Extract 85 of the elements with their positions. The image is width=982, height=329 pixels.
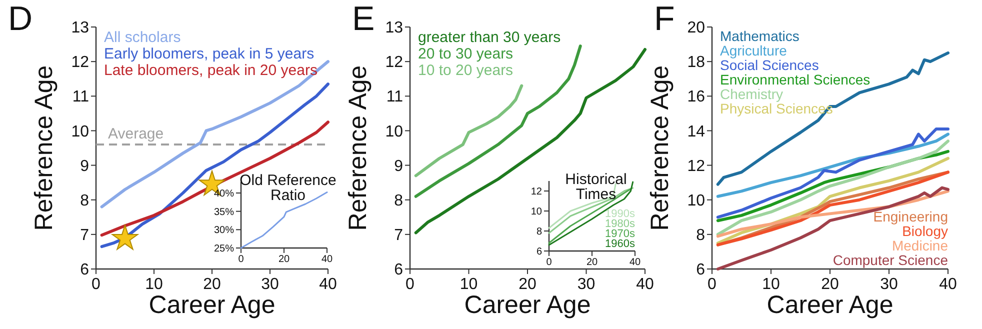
y-axis-title: Reference Age	[344, 65, 372, 231]
text: Chemistry	[720, 86, 784, 102]
text: Medicine	[892, 238, 948, 254]
x-tick-label: 40	[321, 254, 333, 265]
y-tick-label: 10	[385, 123, 404, 140]
series-label: Engineering	[873, 208, 948, 224]
x-axis-title: Career Age	[464, 291, 591, 319]
y-tick-label: 12	[687, 158, 706, 175]
y-tick-label: 12	[385, 54, 404, 72]
text: 20 to 30 years	[418, 46, 514, 62]
series-label: 10 to 20 years	[418, 62, 514, 79]
x-tick-label: 40	[939, 276, 957, 293]
text: All scholars	[104, 29, 181, 46]
x-tick-label: 10	[460, 276, 478, 293]
ref-line-label: Average	[108, 126, 164, 143]
x-tick-label: 30	[261, 276, 279, 293]
y-tick-label: 18	[687, 54, 706, 72]
y-tick-label: 10	[687, 192, 706, 210]
y-tick-label: 11	[386, 88, 404, 106]
x-tick-label: 0	[238, 254, 244, 265]
x-axis-title: Career Age	[148, 291, 276, 319]
y-tick-label: 6	[80, 262, 90, 279]
y-tick-label: 6	[536, 246, 542, 258]
series-label: 1970s	[605, 228, 636, 240]
y-tick-label: 20	[687, 20, 706, 37]
x-tick-label: 0	[92, 276, 101, 293]
x-tick-label: 40	[636, 276, 654, 293]
y-tick-label: 16	[687, 88, 706, 106]
y-tick-label: 12	[71, 54, 90, 72]
y-tick-label: 7	[80, 227, 90, 244]
y-tick-label: 13	[71, 20, 90, 37]
x-tick-label: 30	[880, 276, 898, 293]
x-tick-label: 20	[203, 276, 221, 293]
text: Mathematics	[720, 28, 800, 44]
chart-title: F	[654, 0, 675, 38]
x-tick-label: 10	[145, 276, 163, 293]
text: Agriculture	[720, 42, 788, 58]
y-axis-title: Reference Age	[646, 65, 674, 231]
x-tick-label: 0	[546, 257, 552, 268]
text: Environmental Sciences	[720, 72, 870, 88]
y-tick-label: 11	[72, 88, 90, 106]
x-tick-label: 20	[821, 276, 839, 293]
line-series	[414, 84, 524, 178]
y-tick-label: 30%	[214, 225, 234, 236]
y-tick-label: 10	[530, 206, 542, 218]
y-tick-label: 8	[394, 192, 404, 210]
y-tick-label: 40%	[214, 188, 234, 200]
text: Late bloomers, peak in 20 years	[104, 62, 318, 79]
y-tick-label: 8	[696, 227, 706, 244]
y-tick-label: 8	[536, 226, 542, 238]
y-tick-label: 8	[80, 192, 90, 210]
y-tick-label: 6	[394, 262, 404, 279]
chart-title: E	[352, 0, 375, 38]
y-tick-label: 13	[385, 20, 404, 37]
y-tick-label: 35%	[214, 206, 234, 218]
x-tick-label: 30	[577, 276, 596, 293]
y-tick-label: 6	[696, 262, 706, 279]
y-tick-label: 12	[530, 186, 542, 198]
x-tick-label: 40	[319, 276, 337, 293]
chart-title: Historical Times	[565, 171, 627, 203]
y-tick-label: 25%	[214, 244, 234, 254]
x-tick-label: 40	[629, 257, 641, 268]
chart-title: Old Reference Ratio	[240, 172, 336, 204]
y-tick-label: 14	[687, 123, 706, 140]
x-tick-label: 0	[708, 276, 717, 293]
text: Biology	[902, 223, 948, 239]
series-label: 1980s	[605, 218, 636, 230]
series-label: Computer Science	[832, 252, 948, 268]
text: greater than 30 years	[418, 29, 561, 46]
chart-title: D	[8, 0, 33, 38]
series-label: Early bloomers, peak in 5 years	[104, 46, 314, 62]
y-tick-label: 9	[394, 158, 404, 175]
line-series	[716, 186, 950, 270]
text: Social Sciences	[720, 57, 819, 73]
x-axis-title: Career Age	[766, 291, 894, 319]
x-tick-label: 0	[406, 276, 415, 293]
y-tick-label: 9	[80, 158, 90, 175]
x-tick-label: 20	[586, 257, 598, 268]
series-label: 1990s	[605, 208, 636, 220]
y-axis-title: Reference Age	[30, 65, 58, 231]
x-tick-label: 20	[278, 254, 290, 265]
y-tick-label: 7	[394, 227, 404, 244]
x-tick-label: 10	[762, 276, 780, 293]
y-tick-label: 10	[71, 123, 90, 140]
text: 1960s	[605, 238, 636, 250]
